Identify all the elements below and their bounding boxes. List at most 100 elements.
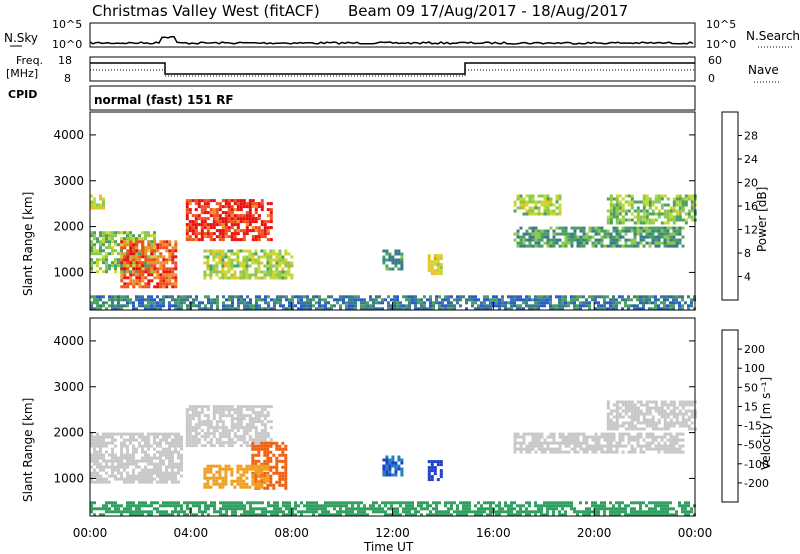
data-cell: [654, 200, 658, 204]
data-cell: [245, 214, 249, 218]
data-cell: [174, 474, 177, 478]
data-cell: [660, 513, 663, 517]
data-cell: [546, 203, 550, 207]
data-cell: [215, 264, 219, 268]
data-cell: [642, 218, 646, 222]
data-cell: [203, 202, 207, 206]
data-cell: [138, 249, 142, 253]
data-cell: [645, 226, 649, 230]
data-cell: [194, 229, 198, 233]
data-cell: [218, 235, 222, 239]
data-cell: [684, 507, 687, 511]
data-cell: [228, 304, 231, 308]
data-cell: [555, 304, 558, 308]
data-cell: [636, 206, 640, 210]
data-cell: [573, 235, 577, 239]
data-cell: [230, 417, 234, 421]
data-cell: [603, 232, 607, 236]
data-cell: [585, 232, 589, 236]
data-cell: [531, 298, 534, 302]
data-cell: [138, 435, 141, 439]
data-cell: [546, 235, 550, 239]
data-cell: [266, 467, 270, 471]
data-cell: [639, 221, 643, 225]
data-cell: [240, 501, 243, 505]
data-cell: [225, 304, 228, 308]
data-cell: [197, 205, 201, 209]
data-cell: [439, 263, 443, 267]
data-cell: [257, 405, 261, 409]
data-cell: [138, 267, 142, 271]
data-cell: [666, 221, 670, 225]
data-cell: [230, 235, 234, 239]
data-cell: [436, 269, 440, 273]
data-cell: [654, 241, 658, 245]
data-cell: [579, 432, 583, 436]
data-cell: [212, 482, 216, 486]
data-cell: [254, 432, 258, 436]
data-cell: [339, 295, 342, 299]
data-cell: [212, 411, 216, 415]
data-cell: [105, 444, 108, 448]
data-cell: [227, 444, 231, 448]
data-cell: [555, 206, 559, 210]
data-cell: [492, 295, 495, 299]
data-cell: [135, 295, 138, 299]
data-cell: [672, 412, 676, 416]
data-cell: [278, 258, 282, 262]
data-cell: [441, 307, 444, 311]
data-cell: [260, 199, 264, 203]
data-cell: [156, 456, 159, 460]
data-cell: [275, 255, 279, 259]
data-cell: [102, 255, 105, 259]
data-cell: [627, 421, 631, 425]
data-cell: [651, 513, 654, 517]
data-cell: [270, 510, 273, 514]
data-cell: [606, 447, 610, 451]
data-cell: [126, 252, 130, 256]
data-cell: [278, 270, 282, 274]
data-cell: [411, 298, 414, 302]
data-cell: [636, 209, 640, 213]
data-cell: [215, 426, 219, 430]
data-cell: [129, 474, 132, 478]
data-cell: [240, 513, 243, 517]
data-cell: [141, 273, 145, 277]
data-cell: [609, 304, 612, 308]
data-cell: [687, 504, 690, 508]
data-cell: [513, 513, 516, 517]
data-cell: [257, 270, 261, 274]
data-cell: [284, 273, 288, 277]
data-cell: [233, 199, 237, 203]
data-cell: [218, 435, 222, 439]
data-cell: [102, 203, 105, 207]
data-cell: [255, 304, 258, 308]
data-cell: [254, 411, 258, 415]
data-cell: [264, 507, 267, 511]
data-cell: [144, 298, 147, 302]
data-cell: [126, 462, 129, 466]
data-cell: [129, 477, 132, 481]
data-cell: [165, 450, 168, 454]
data-cell: [433, 469, 437, 473]
y-tick-label: 4000: [53, 128, 84, 142]
data-cell: [300, 304, 303, 308]
data-cell: [678, 218, 682, 222]
data-cell: [312, 295, 315, 299]
data-cell: [171, 477, 174, 481]
data-cell: [153, 307, 156, 311]
data-cell: [266, 202, 270, 206]
data-cell: [612, 295, 615, 299]
data-cell: [224, 214, 228, 218]
data-cell: [222, 307, 225, 311]
data-cell: [669, 507, 672, 511]
data-cell: [519, 304, 522, 308]
data-cell: [543, 200, 547, 204]
data-cell: [675, 200, 679, 204]
data-cell: [102, 304, 105, 308]
data-cell: [236, 408, 240, 412]
data-cell: [129, 240, 133, 244]
data-cell: [630, 444, 634, 448]
data-cell: [114, 453, 117, 457]
data-cell: [528, 304, 531, 308]
